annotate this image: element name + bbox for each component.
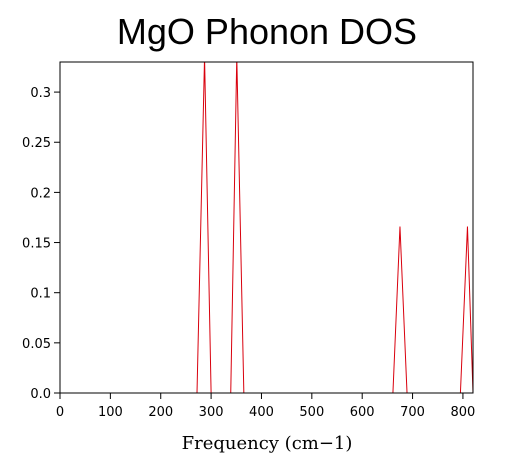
x-tick-label: 500 — [299, 405, 324, 420]
x-tick-label: 300 — [199, 405, 224, 420]
x-tick-label: 200 — [148, 405, 173, 420]
x-tick-label: 100 — [98, 405, 123, 420]
y-axis: 0.0 0.05 0.1 0.15 0.2 0.25 0.3 — [22, 86, 60, 402]
series-line-0 — [196, 62, 473, 393]
chart-title: MgO Phonon DOS — [117, 11, 417, 52]
y-tick-label: 0.0 — [30, 387, 51, 402]
x-tick-label: 600 — [350, 405, 375, 420]
plot-frame — [59, 61, 474, 394]
y-tick-label: 0.2 — [30, 186, 51, 201]
y-tick-label: 0.15 — [22, 237, 51, 252]
x-tick-label: 0 — [56, 405, 64, 420]
y-tick-label: 0.1 — [30, 287, 51, 302]
x-tick-label: 400 — [249, 405, 274, 420]
x-tick-label: 800 — [451, 405, 476, 420]
y-tick-label: 0.25 — [22, 136, 51, 151]
x-axis-label: Frequency (cm−1) — [182, 433, 353, 454]
y-tick-label: 0.05 — [22, 337, 51, 352]
plot-area — [59, 61, 474, 394]
y-tick-label: 0.3 — [30, 86, 51, 101]
x-axis: 0 100 200 300 400 500 600 700 800 — [56, 393, 475, 420]
x-tick-label: 700 — [400, 405, 425, 420]
